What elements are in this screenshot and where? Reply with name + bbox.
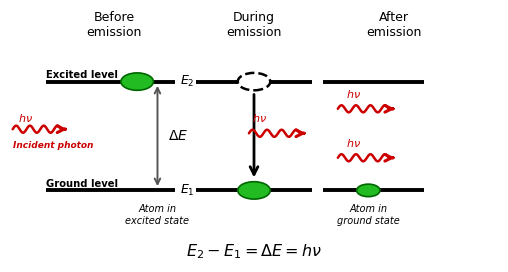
Text: During
emission: During emission <box>226 11 282 39</box>
Text: $h\nu$: $h\nu$ <box>345 88 361 100</box>
Text: Before
emission: Before emission <box>86 11 142 39</box>
Text: $h\nu$: $h\nu$ <box>251 112 267 124</box>
Text: $E_2$: $E_2$ <box>180 74 195 89</box>
Text: Ground level: Ground level <box>46 179 118 189</box>
Circle shape <box>238 182 270 199</box>
Text: Incident photon: Incident photon <box>13 141 93 150</box>
Text: $h\nu$: $h\nu$ <box>18 112 33 124</box>
Text: Atom in
excited state: Atom in excited state <box>125 204 189 225</box>
Text: Excited level: Excited level <box>46 70 117 80</box>
Text: $E_1$: $E_1$ <box>180 183 195 198</box>
Text: After
emission: After emission <box>366 11 422 39</box>
Text: Atom in
ground state: Atom in ground state <box>337 204 400 225</box>
Text: $\Delta E$: $\Delta E$ <box>168 129 188 143</box>
Circle shape <box>238 73 270 90</box>
Text: $E_2 - E_1 = \Delta E = h\nu$: $E_2 - E_1 = \Delta E = h\nu$ <box>186 242 322 261</box>
Circle shape <box>121 73 153 90</box>
Circle shape <box>357 184 380 197</box>
Text: $h\nu$: $h\nu$ <box>345 137 361 149</box>
